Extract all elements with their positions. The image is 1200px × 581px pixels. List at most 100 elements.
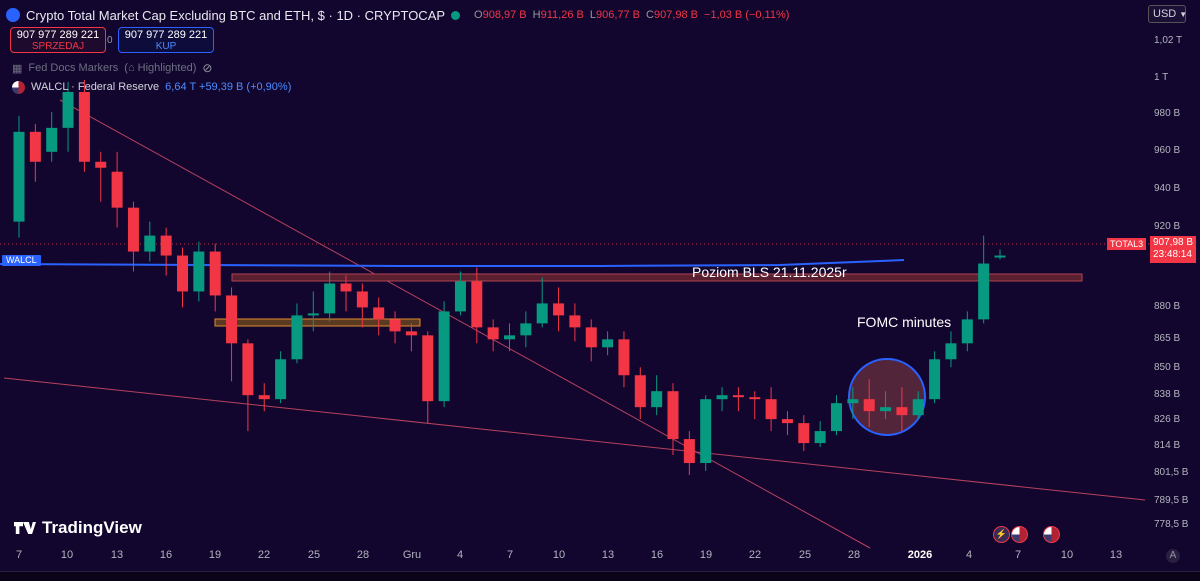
candle — [749, 391, 761, 420]
bottom-toolbar — [0, 571, 1200, 581]
candle-body — [880, 407, 892, 412]
fomc-circle — [848, 358, 926, 436]
candle-body — [258, 395, 270, 400]
auto-scale-button[interactable]: A — [1166, 549, 1180, 563]
ohlc-values: O908,97 B H911,26 B L906,77 B C907,98 B … — [474, 9, 790, 21]
legend-fed-docs[interactable]: ▦ Fed Docs Markers (⌂ Highlighted) ⊘ — [12, 60, 212, 76]
candle — [356, 283, 368, 328]
candle — [13, 115, 25, 238]
lightning-event-icon[interactable]: ⚡ — [993, 526, 1010, 543]
candle-body — [961, 319, 973, 344]
change-value: −1,03 B (−0,11%) — [704, 9, 790, 21]
fomc-annotation[interactable]: FOMC minutes — [857, 314, 952, 330]
market-status-icon — [451, 10, 461, 20]
candle-body — [356, 291, 368, 308]
candle — [896, 387, 908, 432]
candle-body — [422, 335, 434, 402]
time-axis-label: 25 — [307, 549, 321, 561]
candle — [438, 301, 450, 408]
candle — [798, 415, 810, 452]
candle-body — [618, 339, 630, 376]
buy-button[interactable]: 907 977 289 221 KUP — [118, 27, 214, 53]
candle-body — [340, 283, 352, 292]
time-axis-label: Gru — [402, 549, 422, 561]
candle-body — [160, 235, 172, 256]
candle-body — [602, 339, 614, 348]
time-axis-label: 16 — [159, 549, 173, 561]
spread-value: 0 — [107, 35, 113, 46]
price-axis-label: 865 B — [1154, 333, 1181, 344]
candle — [732, 387, 744, 412]
price-axis-label: 1 T — [1154, 72, 1169, 83]
candle-body — [667, 391, 679, 440]
candle — [95, 151, 107, 202]
candle-body — [471, 281, 483, 328]
candle-body — [978, 263, 990, 320]
chevron-down-icon: ▼ — [1179, 10, 1188, 19]
candle — [454, 271, 466, 316]
candle-body — [405, 331, 417, 336]
fed-docs-label: Fed Docs Markers — [28, 62, 119, 74]
buy-label: KUP — [155, 41, 177, 52]
walcl-axis-tag: WALCL — [2, 255, 41, 266]
walcl-line — [0, 259, 905, 267]
time-axis-label: 22 — [257, 549, 271, 561]
candle-body — [765, 399, 777, 420]
sell-button[interactable]: 907 977 289 221 SPRZEDAJ — [10, 27, 106, 53]
candle — [831, 395, 842, 436]
bls-annotation[interactable]: Poziom BLS 21.11.2025r — [692, 264, 847, 280]
time-axis-label: 7 — [15, 549, 23, 561]
candle — [961, 311, 973, 352]
us-event-icon[interactable] — [1011, 526, 1028, 543]
symbol-tag: TOTAL3 — [1107, 238, 1147, 250]
candle — [291, 303, 303, 364]
candle — [307, 291, 319, 332]
time-axis-label: 28 — [356, 549, 370, 561]
candle-body — [242, 343, 254, 396]
tradingview-logo[interactable]: TradingView — [14, 518, 142, 538]
candle — [258, 383, 270, 412]
candle — [144, 221, 156, 262]
candle-body — [454, 281, 466, 312]
time-axis-label: 22 — [748, 549, 762, 561]
candle-body — [487, 327, 499, 340]
low-value: 906,77 B — [595, 9, 641, 21]
price-axis-label: 850 B — [1154, 362, 1181, 373]
candles-layer — [13, 79, 1006, 475]
legend-walcl[interactable]: WALCL · Federal Reserve 6,64 T +59,39 B … — [12, 79, 291, 95]
price-axis-label: 801,5 B — [1154, 467, 1189, 478]
price-axis-label: 789,5 B — [1154, 495, 1189, 506]
candle-body — [994, 255, 1006, 258]
eye-hidden-icon[interactable]: ⊘ — [202, 61, 213, 75]
time-axis-label: 10 — [1060, 549, 1074, 561]
time-axis-label: 4 — [456, 549, 464, 561]
candle-body — [438, 311, 450, 402]
close-value: 907,98 B — [653, 9, 699, 21]
symbol-header[interactable]: Crypto Total Market Cap Excluding BTC an… — [6, 5, 789, 25]
candle — [929, 351, 941, 404]
candle-body — [732, 395, 744, 398]
time-axis-label: 7 — [1014, 549, 1022, 561]
candle-body — [95, 161, 107, 168]
candle — [340, 275, 352, 312]
candle-body — [634, 375, 646, 408]
candle-body — [781, 419, 793, 424]
price-axis-label: 778,5 B — [1154, 519, 1189, 530]
time-axis-label: 10 — [60, 549, 74, 561]
candle — [716, 387, 728, 412]
trendline-descending — [59, 99, 871, 549]
candle — [602, 331, 614, 356]
candle — [553, 287, 565, 332]
open-value: 908,97 B — [482, 9, 527, 21]
us-event-icon-2[interactable] — [1043, 526, 1060, 543]
price-axis-label: 838 B — [1154, 389, 1181, 400]
candle-body — [716, 395, 728, 400]
candle — [814, 421, 826, 448]
currency-select[interactable]: USD ▼ — [1148, 5, 1188, 23]
price-axis-label: 880 B — [1154, 301, 1181, 312]
time-axis-label: 13 — [1109, 549, 1123, 561]
brand-name: TradingView — [42, 518, 142, 537]
candle — [193, 241, 205, 302]
candle-body — [749, 397, 761, 400]
